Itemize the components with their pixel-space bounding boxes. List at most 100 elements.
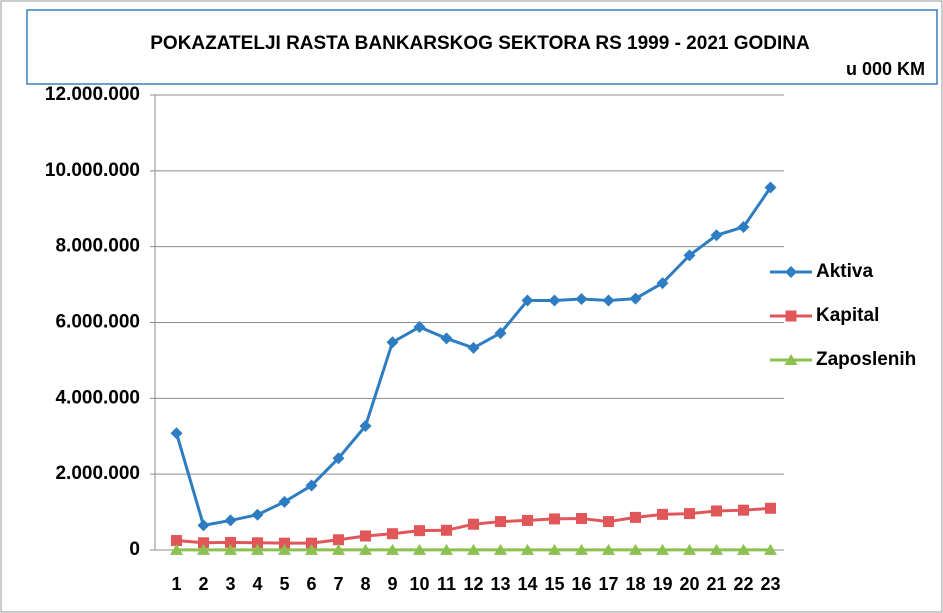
marker [629, 543, 642, 555]
x-tick-label: 11 [437, 574, 456, 594]
marker [386, 336, 399, 349]
y-tick-label: 10.000.000 [45, 160, 140, 181]
marker [414, 525, 425, 537]
y-tick-label: 0 [129, 539, 140, 560]
marker [710, 229, 723, 242]
marker [602, 543, 615, 555]
marker [684, 508, 695, 520]
marker [737, 543, 750, 555]
marker [171, 535, 182, 547]
marker [251, 508, 264, 521]
marker [225, 536, 236, 548]
marker [521, 294, 534, 307]
x-tick-label: 9 [387, 574, 397, 594]
marker [387, 528, 398, 540]
legend-marker [785, 266, 797, 278]
marker [549, 513, 560, 525]
marker [468, 518, 479, 530]
marker [441, 524, 452, 536]
x-tick-label: 12 [463, 574, 483, 594]
marker [224, 543, 237, 555]
marker [440, 543, 453, 555]
marker [359, 420, 372, 433]
x-tick-label: 2 [198, 574, 208, 594]
y-tick-label: 8.000.000 [55, 236, 140, 257]
marker [683, 543, 696, 555]
marker [332, 543, 345, 555]
marker [630, 511, 641, 523]
marker [764, 181, 777, 194]
x-tick-label: 18 [625, 574, 645, 594]
marker [305, 479, 318, 492]
marker [197, 519, 210, 532]
x-tick-label: 3 [225, 574, 235, 594]
marker [603, 516, 614, 528]
marker [656, 543, 669, 555]
marker [683, 249, 696, 262]
x-tick-label: 5 [279, 574, 289, 594]
marker [494, 327, 507, 340]
marker [170, 427, 183, 440]
legend-label: Aktiva [816, 261, 873, 282]
marker [440, 332, 453, 345]
x-tick-label: 21 [706, 574, 726, 594]
marker [657, 508, 668, 520]
marker [494, 543, 507, 555]
x-tick-label: 14 [517, 574, 537, 594]
x-tick-label: 16 [571, 574, 591, 594]
marker [737, 220, 750, 233]
legend-marker [785, 310, 797, 322]
marker [224, 514, 237, 527]
marker [467, 341, 480, 354]
marker [656, 277, 669, 290]
marker [413, 543, 426, 555]
marker [738, 504, 749, 516]
marker [576, 513, 587, 525]
y-tick-label: 2.000.000 [55, 463, 140, 484]
chart-subtitle: u 000 KM [846, 59, 925, 79]
marker [548, 294, 561, 307]
x-tick-label: 23 [760, 574, 780, 594]
marker [764, 543, 777, 555]
marker [198, 537, 209, 549]
marker [575, 292, 588, 305]
marker [278, 543, 291, 555]
chart-title: POKAZATELJI RASTA BANKARSKOG SEKTORA RS … [150, 33, 810, 54]
marker [360, 530, 371, 542]
x-tick-label: 7 [333, 574, 343, 594]
y-tick-label: 12.000.000 [45, 84, 140, 105]
marker [252, 537, 263, 549]
legend-marker [784, 354, 798, 365]
marker [602, 294, 615, 307]
marker [333, 534, 344, 546]
marker [629, 292, 642, 305]
x-tick-label: 4 [252, 574, 262, 594]
x-tick-label: 19 [652, 574, 672, 594]
title-box [26, 9, 938, 85]
marker [765, 502, 776, 514]
x-tick-label: 6 [306, 574, 316, 594]
marker [495, 516, 506, 528]
marker [548, 543, 561, 555]
y-tick-label: 4.000.000 [55, 387, 140, 408]
marker [386, 543, 399, 555]
x-tick-label: 8 [360, 574, 370, 594]
marker [170, 543, 183, 555]
marker [197, 543, 210, 555]
marker [359, 543, 372, 555]
marker [306, 537, 317, 549]
marker [278, 495, 291, 508]
marker [521, 543, 534, 555]
x-tick-label: 17 [598, 574, 618, 594]
marker [251, 543, 264, 555]
x-tick-label: 22 [733, 574, 753, 594]
x-tick-label: 15 [544, 574, 564, 594]
marker [467, 543, 480, 555]
x-tick-label: 20 [679, 574, 699, 594]
legend-label: Kapital [816, 305, 879, 326]
marker [711, 505, 722, 517]
marker [413, 321, 426, 334]
marker [305, 543, 318, 555]
